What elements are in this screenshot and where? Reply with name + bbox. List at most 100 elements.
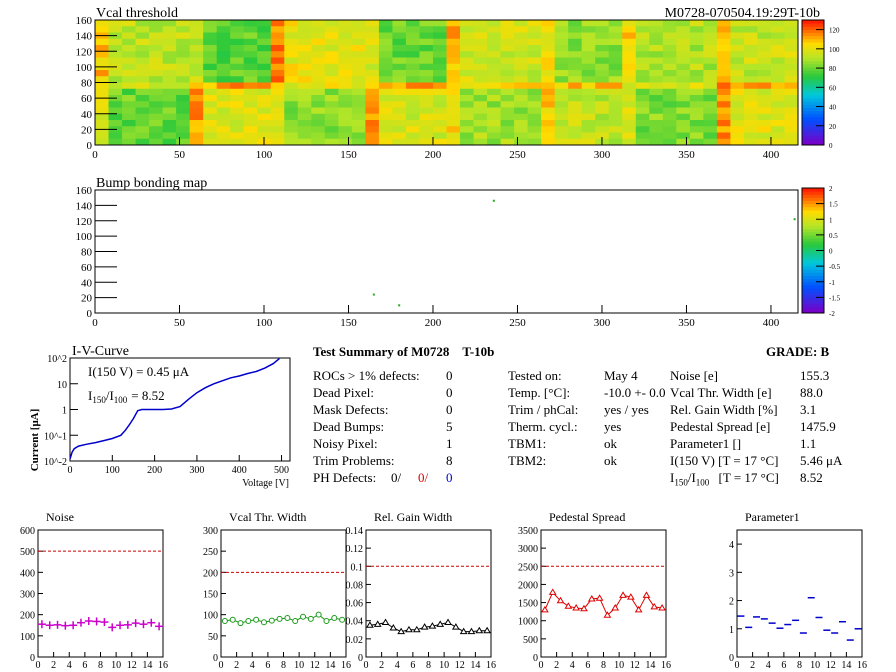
vcal-pixel-cell (203, 95, 218, 102)
iv-x-tick-label: 0 (68, 465, 73, 476)
vcal-pixel-cell (730, 126, 745, 133)
vcal-pixel-cell (649, 132, 664, 140)
vcal-pixel-cell (432, 88, 447, 96)
summary-row: I(150 V) [T = 17 °C] 5.46 μA (670, 453, 842, 469)
vcal-pixel-cell (189, 95, 204, 102)
vcal-pixel-cell (149, 138, 164, 146)
vcal-pixel-cell (716, 107, 731, 115)
colorbar-segment (802, 266, 824, 270)
vcal-pixel-cell (446, 126, 461, 133)
roc-plot-title: Rel. Gain Width (374, 510, 452, 524)
colorbar-segment (802, 104, 824, 108)
vcal-pixel-cell (703, 70, 718, 77)
vcal-pixel-cell (351, 26, 366, 33)
vcal-pixel-cell (770, 95, 785, 102)
vcal-pixel-cell (203, 113, 218, 121)
vcal-pixel-cell (703, 138, 718, 146)
vcal-pixel-cell (122, 107, 137, 115)
vcal-pixel-cell (770, 126, 785, 133)
vcal-pixel-cell (149, 26, 164, 33)
vcal-pixel-cell (703, 63, 718, 71)
vcal-pixel-cell (662, 101, 677, 108)
vcal-pixel-cell (554, 45, 569, 52)
summary-label: Noise [e] (670, 368, 719, 383)
vcal-pixel-cell (676, 95, 691, 102)
vcal-pixel-cell (743, 126, 758, 133)
vcal-pixel-cell (378, 51, 393, 58)
vcal-pixel-cell (338, 101, 353, 108)
vcal-pixel-cell (487, 113, 502, 121)
vcal-pixel-cell (297, 107, 312, 115)
vcal-pixel-cell (311, 32, 326, 40)
vcal-pixel-cell (743, 107, 758, 115)
x-tick-label: 150 (340, 149, 357, 161)
summary-label: TBM2: (508, 453, 547, 468)
colorbar-label: 80 (829, 65, 837, 73)
x-tick-label: 100 (256, 149, 273, 161)
data-point (253, 616, 260, 623)
vcal-pixel-cell (365, 82, 380, 90)
vcal-pixel-cell (473, 88, 488, 96)
iv-y-tick-label: 10^2 (47, 354, 67, 365)
vcal-pixel-cell (635, 63, 650, 71)
vcal-pixel-cell (500, 38, 515, 46)
vcal-pixel-cell (581, 88, 596, 96)
y-tick-label: 3000 (518, 544, 538, 555)
vcal-pixel-cell (446, 138, 461, 146)
vcal-pixel-cell (608, 120, 623, 127)
vcal-pixel-cell (243, 101, 258, 108)
vcal-pixel-cell (284, 126, 299, 133)
data-point (556, 596, 565, 604)
bump-defect-point (372, 293, 375, 296)
vcal-pixel-cell (405, 113, 420, 121)
vcal-pixel-cell (257, 126, 272, 133)
vcal-pixel-cell (419, 38, 434, 46)
colorbar-segment (802, 98, 824, 102)
vcal-pixel-cell (338, 70, 353, 77)
vcal-pixel-cell (460, 95, 475, 102)
vcal-pixel-cell (189, 138, 204, 146)
vcal-pixel-cell (689, 32, 704, 40)
vcal-pixel-cell (297, 51, 312, 58)
vcal-pixel-cell (203, 88, 218, 96)
vcal-pixel-cell (122, 132, 137, 140)
vcal-pixel-cell (541, 57, 556, 65)
colorbar-segment (802, 57, 824, 62)
vcal-pixel-cell (365, 88, 380, 96)
vcal-pixel-cell (473, 101, 488, 108)
vcal-pixel-cell (297, 132, 312, 140)
data-point (658, 604, 666, 611)
vcal-pixel-cell (419, 26, 434, 33)
vcal-pixel-cell (176, 51, 191, 58)
vcal-pixel-cell (189, 51, 204, 58)
vcal-pixel-cell (446, 51, 461, 58)
ph-defects-row: PH Defects: 0/ 0/ 0 (313, 470, 453, 485)
data-point (475, 626, 484, 634)
vcal-pixel-cell (338, 63, 353, 71)
vcal-pixel-cell (135, 88, 150, 96)
vcal-pixel-cell (743, 113, 758, 121)
vcal-pixel-cell (203, 45, 218, 52)
vcal-pixel-cell (324, 82, 339, 90)
vcal-pixel-cell (649, 26, 664, 33)
x-tick-label: 0 (92, 149, 98, 161)
vcal-pixel-cell (419, 51, 434, 58)
data-point (268, 617, 275, 624)
vcal-pixel-cell (405, 82, 420, 90)
vcal-pixel-cell (500, 51, 515, 58)
vcal-pixel-cell (311, 120, 326, 127)
summary-label: Vcal Thr. Width [e] (670, 385, 772, 400)
vcal-pixel-cell (527, 76, 542, 83)
colorbar-segment (802, 206, 824, 211)
vcal-pixel-cell (784, 88, 799, 96)
colorbar-segment (802, 85, 824, 90)
vcal-pixel-cell (649, 57, 664, 65)
vcal-pixel-cell (689, 26, 704, 33)
vcal-pixel-cell (662, 63, 677, 71)
summary-value: 1475.9 (800, 419, 836, 434)
vcal-pixel-cell (243, 138, 258, 146)
vcal-pixel-cell (243, 26, 258, 33)
vcal-pixel-cell (135, 126, 150, 133)
vcal-pixel-cell (405, 76, 420, 83)
